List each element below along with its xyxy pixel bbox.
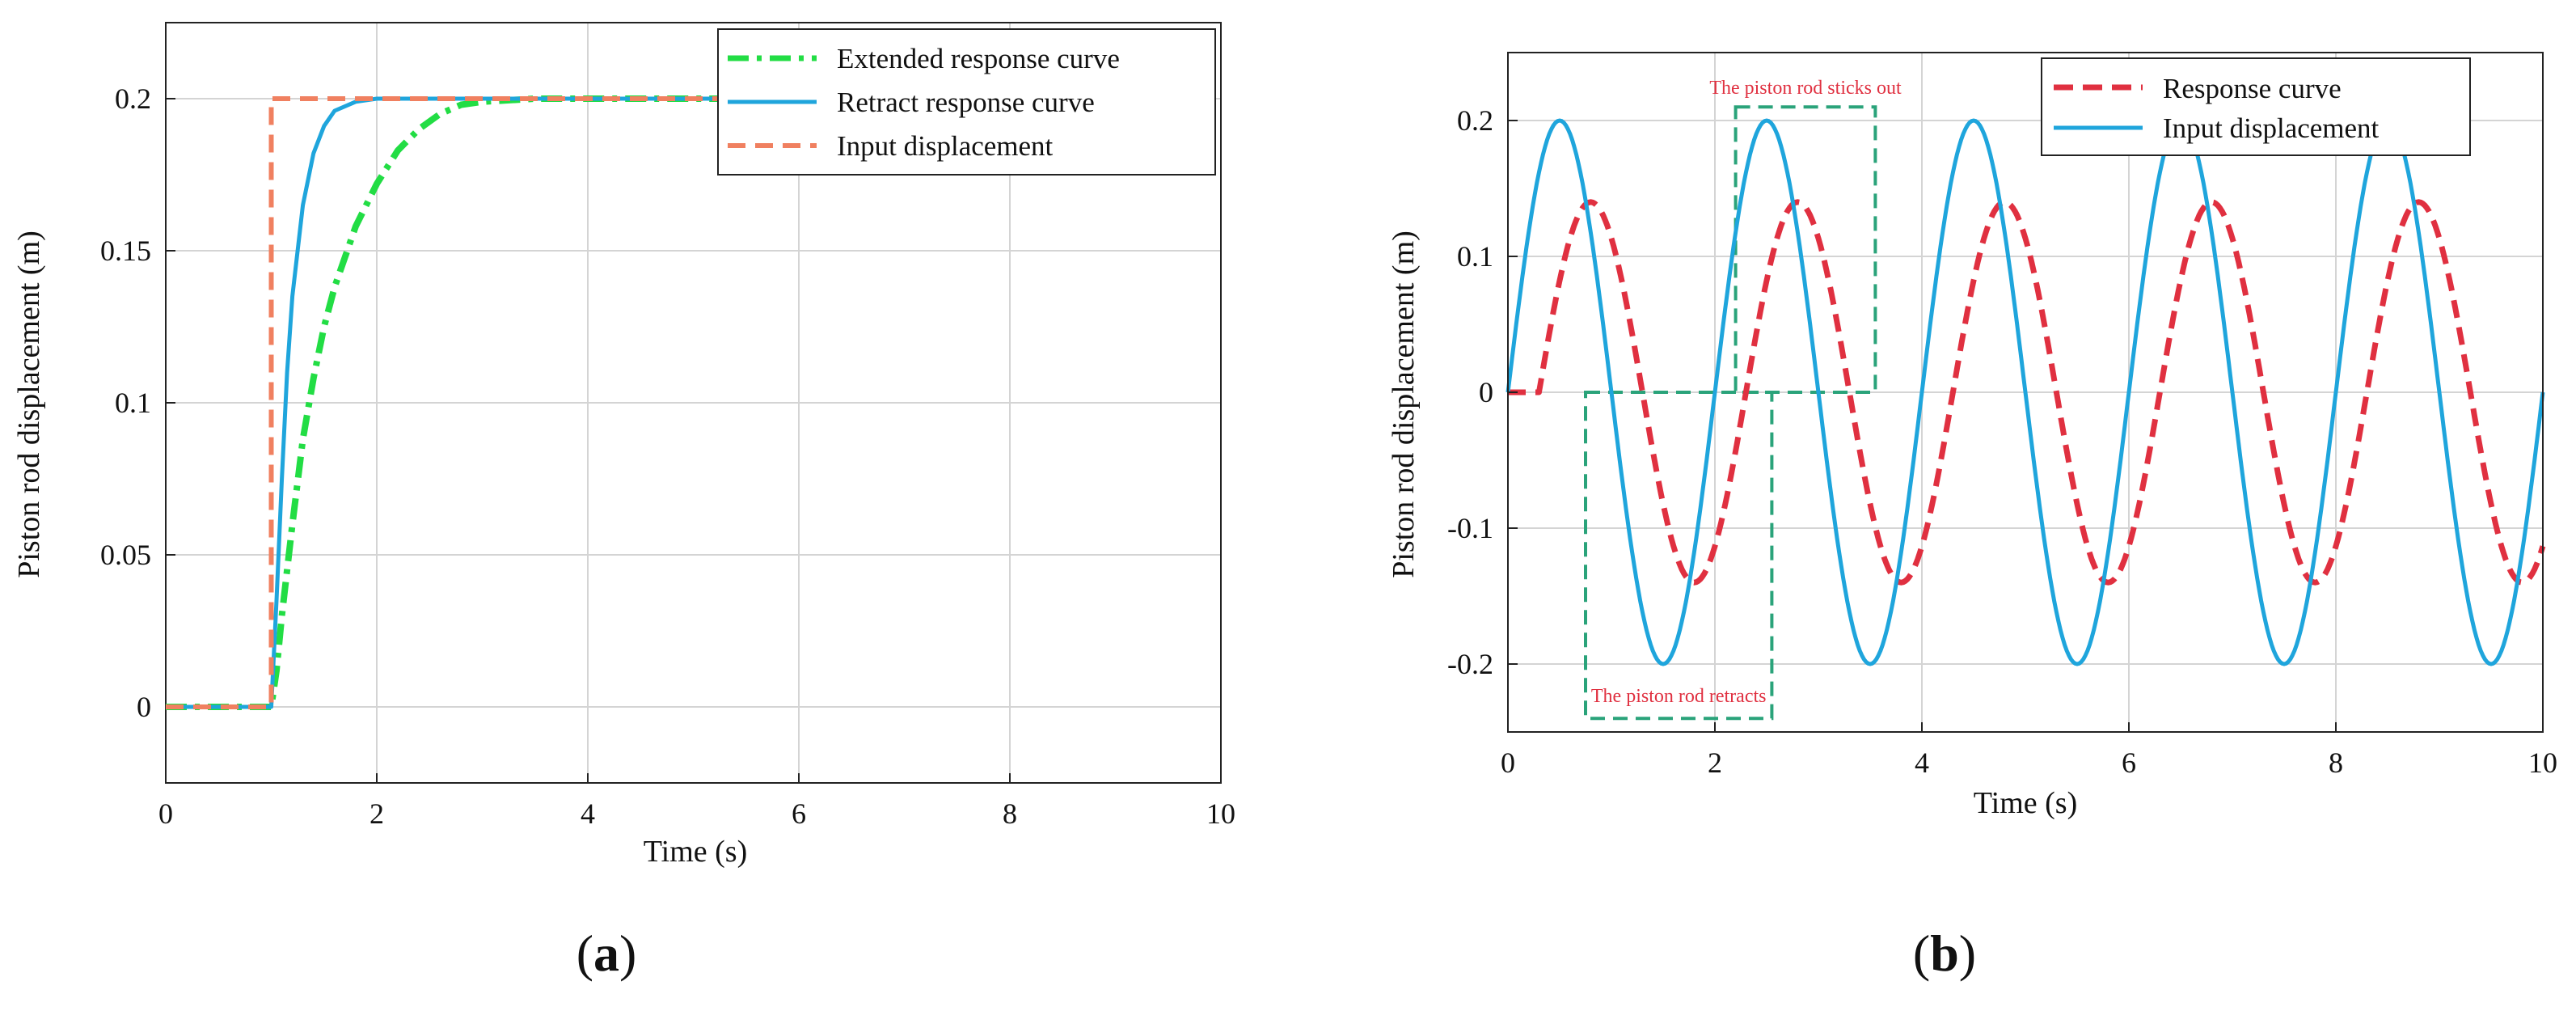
chart-b-x-tick-label: 10 — [2528, 747, 2557, 779]
chart-b-series-input-displacement — [1505, 118, 2545, 666]
legend-b-label-input: Input displacement — [2163, 112, 2380, 144]
chart-a-y-tick-label: 0.05 — [100, 539, 151, 571]
chart-b-series-response-curve — [1507, 199, 2546, 586]
legend-a-label-extended: Extended response curve — [837, 43, 1120, 74]
chart-a-series-extended-response-curve — [166, 95, 746, 710]
chart-b-x-tick-label: 4 — [1915, 747, 1929, 779]
chart-a-y-label: Piston rod displacement (m) — [12, 231, 46, 578]
chart-b-y-tick-label: -0.1 — [1447, 512, 1493, 544]
chart-b-x-ticks: 0 2 4 6 8 10 — [1501, 722, 2557, 779]
chart-a-x-tick-label: 2 — [370, 797, 384, 830]
chart-b-x-tick-label: 0 — [1501, 747, 1515, 779]
chart-a-x-tick-label: 10 — [1206, 797, 1235, 830]
chart-b-y-tick-label: 0.1 — [1457, 240, 1493, 273]
chart-b-x-tick-label: 2 — [1708, 747, 1722, 779]
panel-label-a: (a) — [576, 924, 637, 982]
chart-a-x-tick-label: 4 — [581, 797, 595, 830]
chart-b-y-label: Piston rod displacement (m) — [1387, 231, 1421, 578]
chart-a-series — [166, 95, 799, 710]
chart-b-y-ticks: -0.2 -0.1 0 0.1 0.2 — [1447, 104, 1518, 680]
chart-a-y-tick-label: 0 — [137, 691, 151, 723]
chart-a-y-ticks: 0 0.05 0.1 0.15 0.2 — [100, 82, 175, 723]
chart-b-annotation-boxes — [1584, 105, 1877, 721]
chart-a-series-retract-response-curve — [166, 96, 799, 709]
annotation-box-0 — [1734, 105, 1877, 394]
chart-b-y-tick-label: 0 — [1479, 376, 1493, 408]
chart-b-x-label: Time (s) — [1974, 786, 2077, 820]
chart-a-x-tick-label: 6 — [792, 797, 806, 830]
chart-b-series — [1505, 118, 2546, 666]
chart-a-y-tick-label: 0.1 — [115, 387, 151, 419]
chart-b: 0 2 4 6 8 10 -0.2 -0.1 0 0.1 0.2 The piston rod s… — [1387, 52, 2557, 982]
chart-b-legend-box — [2041, 57, 2471, 156]
panel-label-b-letter: b — [1930, 924, 1959, 982]
annotation-sticks-out: The piston rod sticks out — [1709, 78, 1902, 99]
chart-b-x-tick-label: 8 — [2329, 747, 2343, 779]
chart-a-x-tick-label: 8 — [1003, 797, 1017, 830]
chart-b-y-tick-label: -0.2 — [1447, 648, 1493, 680]
legend-a-label-input: Input displacement — [837, 130, 1054, 162]
panel-label-b: (b) — [1913, 924, 1976, 982]
chart-a-x-ticks: 0 2 4 6 8 10 — [158, 773, 1235, 830]
chart-a-series-input-displacement — [166, 96, 799, 709]
chart-b-x-tick-label: 6 — [2122, 747, 2136, 779]
chart-b-legend: Response curve Input displacement — [2041, 57, 2471, 156]
chart-a-x-tick-label: 0 — [158, 797, 173, 830]
panel-label-a-letter: a — [593, 924, 619, 982]
legend-a-label-retract: Retract response curve — [837, 87, 1095, 118]
chart-a-y-tick-label: 0.15 — [100, 235, 151, 267]
chart-a-y-tick-label: 0.2 — [115, 82, 151, 115]
chart-a-legend: Extended response curve Retract response… — [717, 28, 1216, 176]
chart-b-y-tick-label: 0.2 — [1457, 104, 1493, 137]
chart-a: 0 2 4 6 8 10 0 0.05 0.1 0.15 0.2 Time (s) Piston … — [12, 22, 1235, 982]
legend-b-label-response: Response curve — [2163, 73, 2342, 104]
annotation-retracts: The piston rod retracts — [1591, 686, 1767, 707]
chart-a-x-label: Time (s) — [644, 835, 747, 869]
annotation-box-1 — [1584, 391, 1774, 721]
